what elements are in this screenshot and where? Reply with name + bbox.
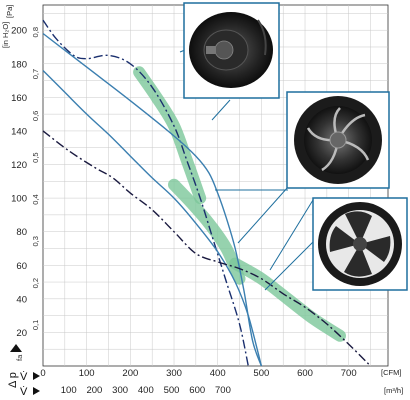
- inh2o-unit-label: [in H₂O]: [1, 22, 10, 48]
- series-line-1: [42, 19, 249, 367]
- pressure-axis-label: Δ p: [7, 372, 19, 388]
- m3h-tick-label: 600: [189, 385, 205, 396]
- flow-axis-arrow-icon: [33, 372, 40, 380]
- inh2o-tick-label: 0,3: [31, 236, 40, 246]
- backward-curved-impeller-photo: [183, 2, 280, 99]
- cfm-tick-label: 700: [341, 368, 357, 379]
- flow-axis-label-m3h-row: V̇: [20, 385, 28, 398]
- inh2o-tick-label: 0,1: [31, 320, 40, 330]
- pa-tick-label: 20: [16, 328, 27, 339]
- inh2o-tick-label: 0,5: [31, 152, 40, 162]
- highlight-band-2: [168, 178, 246, 285]
- series-line-2: [42, 70, 263, 367]
- m3h-unit-label: [m³/h]: [384, 386, 403, 395]
- curves: [42, 19, 371, 367]
- pa-tick-label: 80: [16, 227, 27, 238]
- cfm-tick-label: 200: [122, 368, 138, 379]
- cfm-tick-label: 0: [40, 368, 45, 379]
- highlight-band-3: [229, 257, 346, 342]
- inh2o-tick-label: 0,7: [31, 69, 40, 79]
- pressure-axis-arrow-icon: [10, 344, 22, 352]
- pa-tick-label: 100: [11, 194, 27, 205]
- inh2o-tick-label: 0,8: [31, 27, 40, 37]
- flow-axis-arrow-icon-2: [33, 387, 40, 395]
- pressure-axis-title: Δ p fa: [7, 344, 24, 388]
- m3h-tick-label: 100: [61, 385, 77, 396]
- backward-curved-fan-in-housing-photo: [286, 91, 390, 189]
- pa-tick-label: 160: [11, 93, 27, 104]
- axial-fan-with-guard-photo: [312, 197, 408, 291]
- pa-tick-label: 120: [11, 160, 27, 171]
- cfm-tick-label: 500: [253, 368, 269, 379]
- inh2o-tick-label: 0,4: [31, 194, 40, 204]
- cfm-tick-label: 100: [79, 368, 95, 379]
- flow-axis-label-cfm-row: V̇: [20, 370, 28, 383]
- inh2o-tick-label: 0,2: [31, 278, 40, 288]
- cfm-tick-label: 400: [210, 368, 226, 379]
- pa-tick-label: 40: [16, 294, 27, 305]
- m3h-tick-label: 400: [138, 385, 154, 396]
- cfm-tick-label: 600: [297, 368, 313, 379]
- pa-tick-label: 140: [11, 126, 27, 137]
- pa-unit-label: [Pa]: [5, 5, 14, 18]
- m3h-tick-label: 200: [86, 385, 102, 396]
- axis-ticks: 20 40 60 80 100 120 140 160 180 200 0,1 0,2 0,3 0,4 0,…: [11, 26, 356, 396]
- pa-tick-label: 60: [16, 261, 27, 272]
- pressure-axis-subscript: fa: [15, 354, 24, 361]
- inh2o-tick-label: 0,6: [31, 111, 40, 121]
- cfm-tick-label: 300: [166, 368, 182, 379]
- m3h-tick-label: 300: [112, 385, 128, 396]
- cfm-unit-label: [CFM]: [381, 368, 401, 377]
- series-line-3: [42, 32, 263, 367]
- series-line-4: [42, 130, 371, 367]
- m3h-tick-label: 700: [215, 385, 231, 396]
- pa-tick-label: 200: [11, 26, 27, 37]
- pa-tick-label: 180: [11, 59, 27, 70]
- photo-connectors: [179, 49, 316, 291]
- flow-axis-title: V̇ V̇: [20, 370, 40, 398]
- m3h-tick-label: 500: [164, 385, 180, 396]
